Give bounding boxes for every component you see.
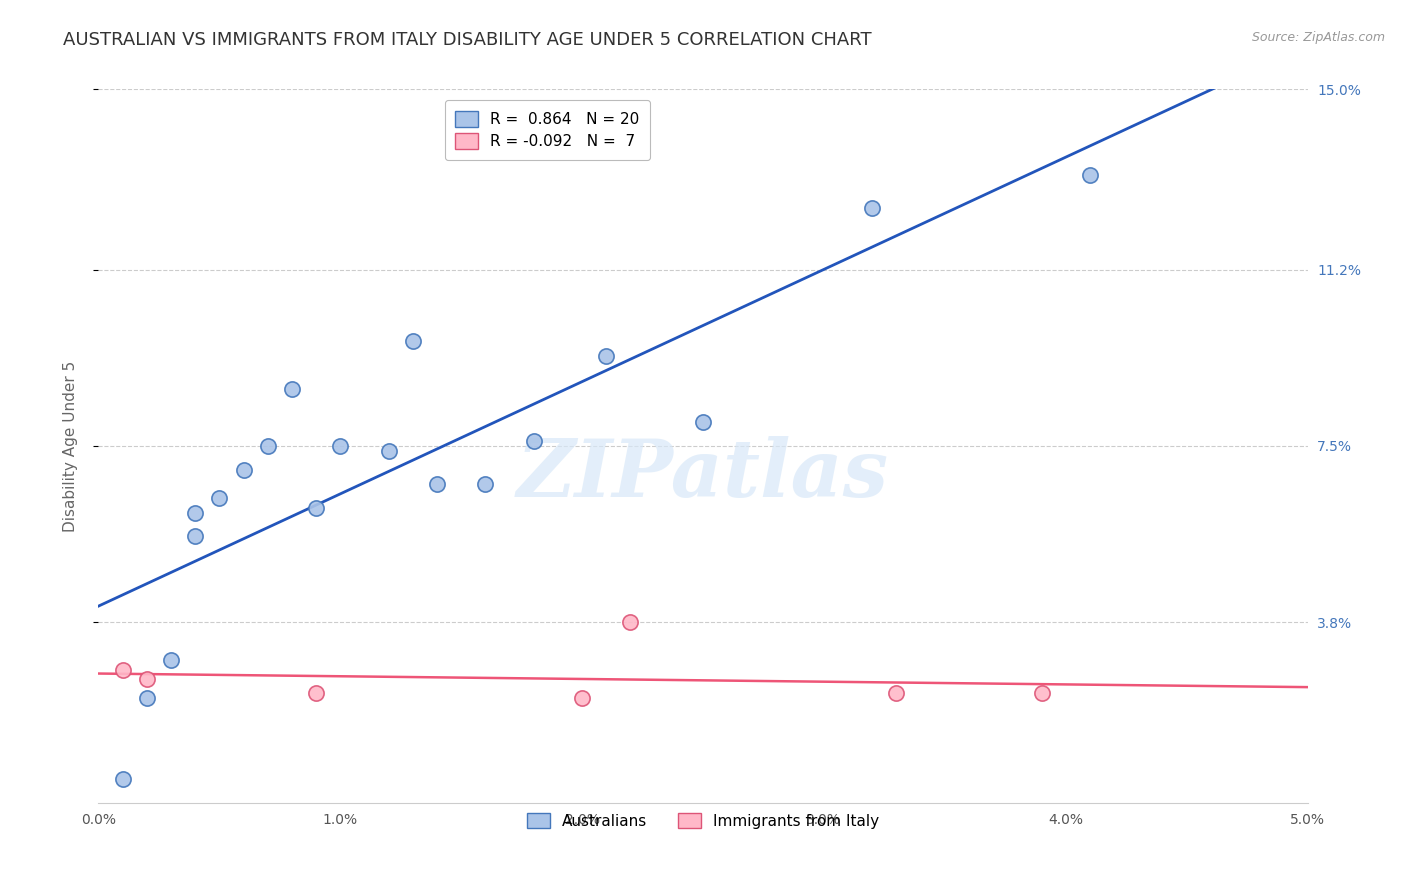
Point (329, 439, 352, 453)
Point (184, 529, 207, 543)
Point (595, 349, 617, 363)
Point (184, 506, 207, 520)
Point (135, 672, 157, 686)
Point (692, 415, 714, 429)
Point (208, 491, 231, 506)
Point (571, 691, 593, 706)
Point (111, 663, 134, 677)
Point (474, 477, 496, 491)
Point (1078, 168, 1101, 182)
Point (1031, 686, 1053, 700)
Point (232, 463, 254, 477)
Text: Source: ZipAtlas.com: Source: ZipAtlas.com (1251, 31, 1385, 45)
Point (160, 653, 183, 667)
Point (305, 686, 328, 700)
Point (523, 434, 546, 449)
Text: ZIPatlas: ZIPatlas (517, 436, 889, 513)
Point (426, 477, 449, 491)
Point (281, 382, 304, 396)
Point (256, 439, 278, 453)
Point (377, 443, 399, 458)
Point (305, 500, 328, 515)
Point (402, 334, 425, 349)
Point (886, 686, 908, 700)
Y-axis label: Disability Age Under 5: Disability Age Under 5 (63, 360, 77, 532)
Point (860, 201, 883, 215)
Point (111, 772, 134, 786)
Point (619, 615, 641, 629)
Legend: Australians, Immigrants from Italy: Australians, Immigrants from Italy (517, 804, 889, 838)
Point (135, 691, 157, 706)
Text: AUSTRALIAN VS IMMIGRANTS FROM ITALY DISABILITY AGE UNDER 5 CORRELATION CHART: AUSTRALIAN VS IMMIGRANTS FROM ITALY DISA… (63, 31, 872, 49)
